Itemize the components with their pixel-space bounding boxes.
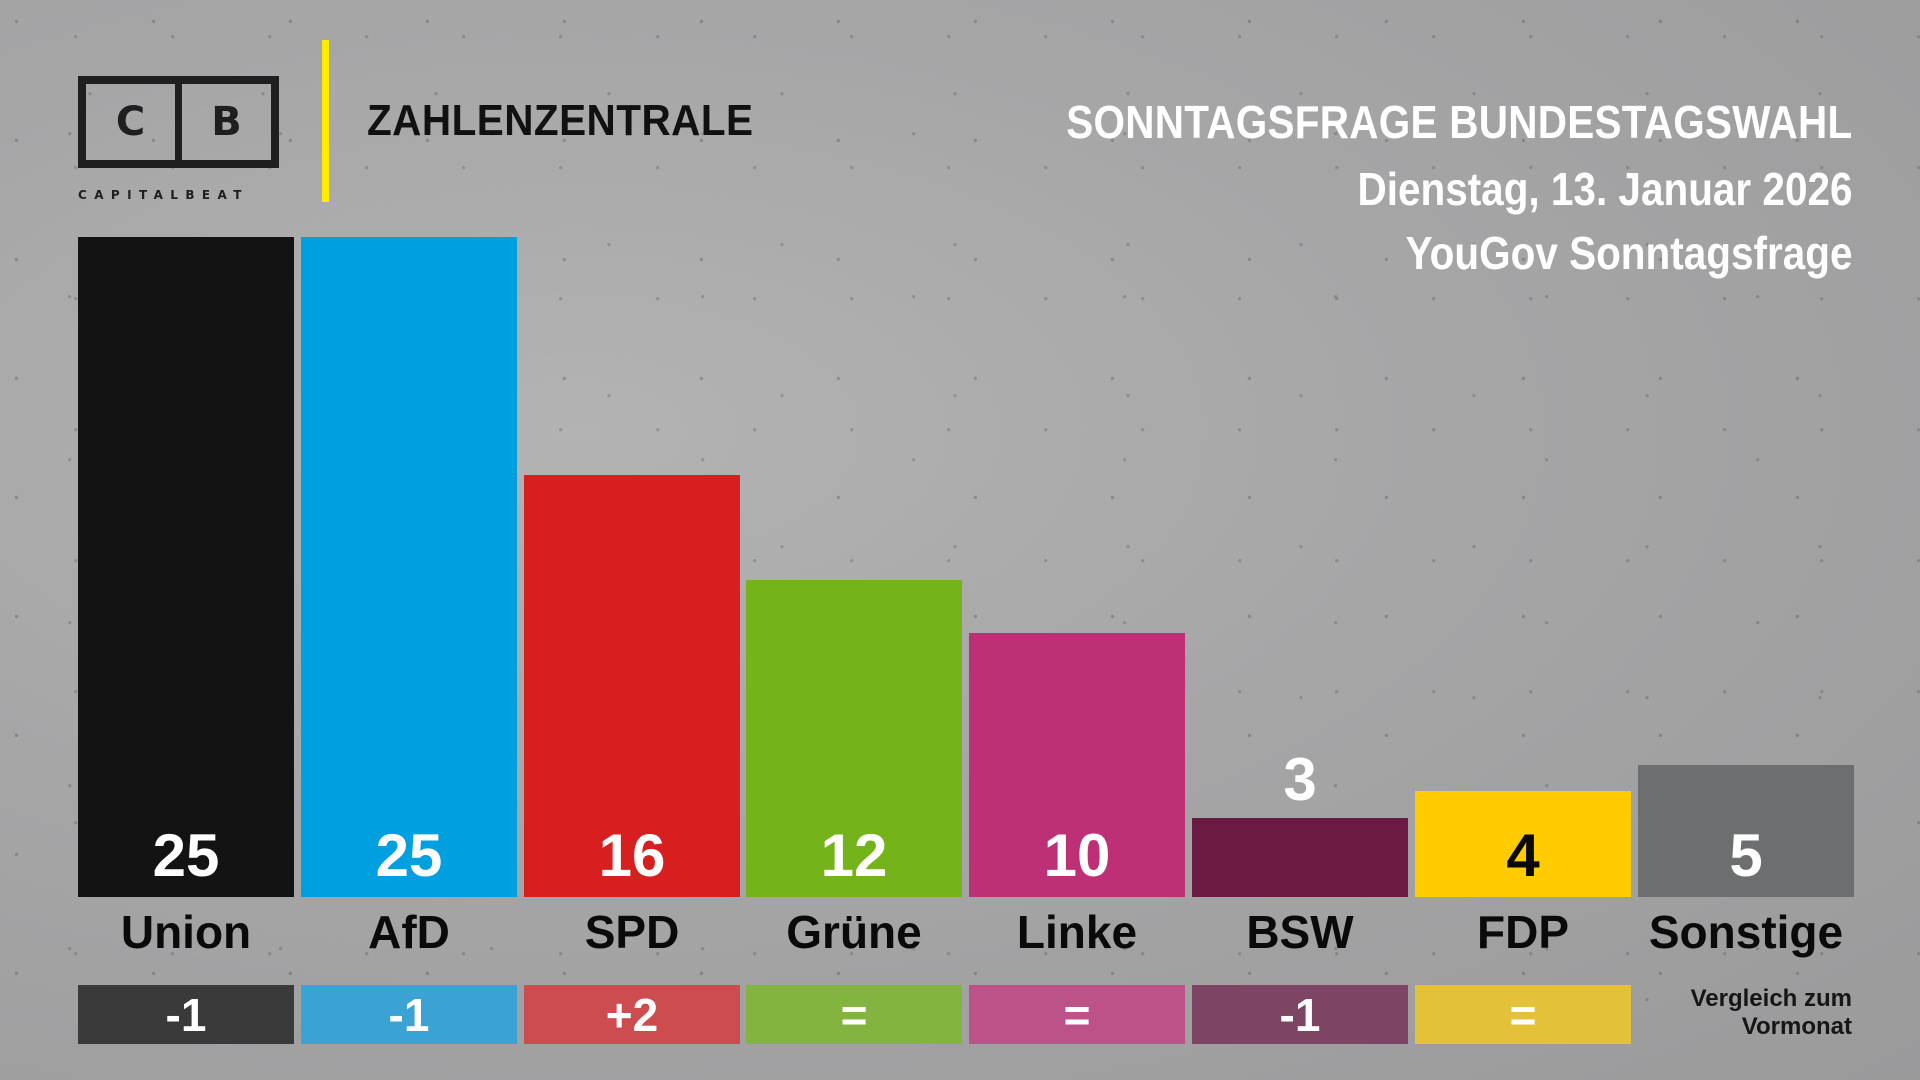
bar-fdp (1415, 791, 1631, 897)
category-label-union: Union (120, 906, 252, 958)
logo-wordmark: CAPITALBEAT (78, 188, 249, 202)
bar-afd (301, 237, 517, 897)
change-badge-afd: -1 (301, 985, 517, 1044)
change-note-line-2: Vormonat (1741, 1013, 1852, 1040)
category-label-gruene: Grüne (786, 906, 922, 958)
bar-sonstige (1638, 765, 1854, 897)
chart-date: Dienstag, 13. Januar 2026 (1356, 163, 1852, 215)
chart-header: SONNTAGSFRAGE BUNDESTAGSWAHL Dienstag, 1… (959, 94, 1852, 288)
accent-divider (322, 40, 329, 202)
category-label-bsw: BSW (1246, 906, 1354, 958)
change-note-line-1: Vergleich zum (1690, 985, 1852, 1012)
change-note: Vergleich zum Vormonat (1691, 985, 1852, 1041)
chart-source: YouGov Sonntagsfrage (1405, 227, 1852, 279)
value-label-fdp: 4 (1506, 822, 1540, 889)
chart-title: SONNTAGSFRAGE BUNDESTAGSWAHL (1065, 96, 1852, 148)
value-label-sonstige: 5 (1729, 822, 1763, 889)
value-label-gruene: 12 (820, 822, 888, 889)
change-badge-gruene: = (746, 985, 962, 1044)
value-label-bsw: 3 (1283, 745, 1317, 813)
change-badge-bsw: -1 (1192, 985, 1408, 1044)
value-label-union: 25 (152, 822, 220, 889)
category-label-afd: AfD (368, 906, 450, 958)
category-label-spd: SPD (584, 906, 680, 958)
capitalbeat-logo: C B (78, 76, 279, 168)
category-label-sonstige: Sonstige (1648, 906, 1844, 958)
change-badge-union: -1 (78, 985, 294, 1044)
bar-bsw (1192, 817, 1408, 897)
change-badge-fdp: = (1415, 985, 1631, 1044)
category-label-fdp: FDP (1477, 906, 1569, 958)
change-badge-spd: +2 (524, 985, 740, 1044)
section-title: ZAHLENZENTRALE (367, 96, 754, 145)
value-label-afd: 25 (375, 822, 443, 889)
value-label-spd: 16 (598, 822, 666, 889)
bar-spd (524, 474, 740, 897)
bar-gruene (746, 580, 962, 897)
value-label-linke: 10 (1043, 822, 1111, 889)
logo-letter-c: C (115, 99, 146, 145)
bar-union (78, 237, 294, 897)
bar-linke (969, 633, 1185, 897)
change-badge-linke: = (969, 985, 1185, 1044)
logo-letter-b: B (175, 84, 271, 160)
category-label-linke: Linke (1016, 906, 1138, 958)
